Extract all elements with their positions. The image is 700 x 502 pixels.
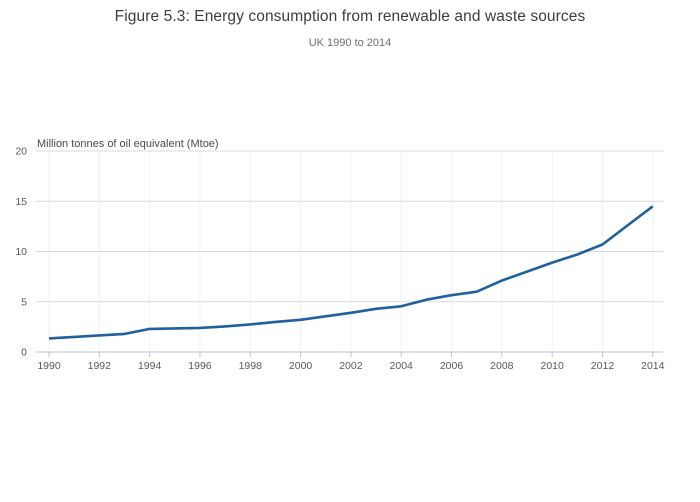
x-tick-label: 2006 [440,360,464,372]
chart-subtitle: UK 1990 to 2014 [308,37,392,49]
y-tick-label: 15 [15,196,27,208]
x-tick-label: 2000 [289,360,313,372]
x-tick-label: 2010 [540,360,564,372]
chart-title: Figure 5.3: Energy consumption from rene… [114,8,586,25]
y-axis-title: Million tonnes of oil equivalent (Mtoe) [37,138,219,150]
x-tick-label: 2002 [339,360,363,372]
x-tick-label: 1994 [138,360,162,372]
x-tick-label: 2004 [390,360,414,372]
y-tick-label: 5 [21,296,27,308]
x-tick-label: 1998 [239,360,263,372]
x-tick-label: 1996 [188,360,212,372]
x-tick-label: 2008 [490,360,514,372]
y-tick-label: 0 [21,347,27,359]
y-tick-label: 20 [15,146,27,158]
y-tick-label: 10 [15,246,27,258]
x-tick-label: 1990 [37,360,61,372]
data-line [48,205,654,340]
x-tick-label: 1992 [88,360,112,372]
x-tick-label: 2014 [641,360,665,372]
x-tick-label: 2012 [591,360,615,372]
